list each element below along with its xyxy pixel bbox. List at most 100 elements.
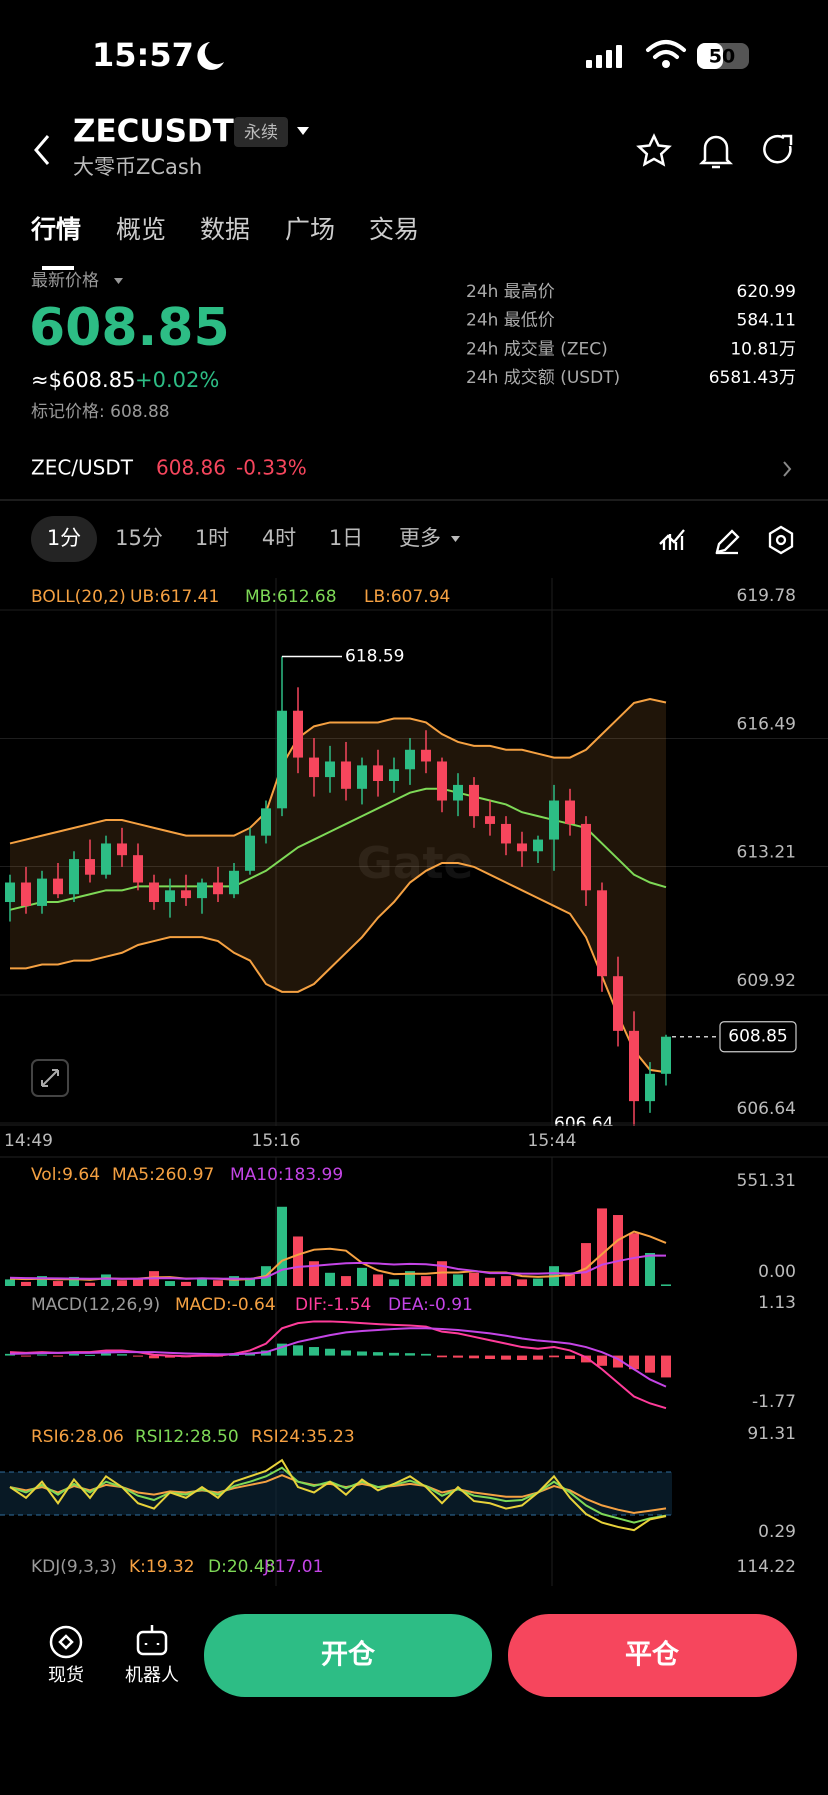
settings-button[interactable] — [768, 525, 794, 555]
candle-body — [245, 835, 255, 871]
boll-lower — [10, 861, 667, 1074]
symbol-dropdown[interactable] — [297, 127, 309, 135]
volume-bar — [325, 1272, 335, 1286]
candle-body — [133, 855, 143, 883]
signal-icon — [586, 45, 622, 68]
stat-value: 584.11 — [737, 311, 796, 331]
tab-underline — [42, 266, 74, 270]
macd-bar — [501, 1355, 511, 1360]
candle-body — [21, 882, 31, 906]
y-tick-label: 609.92 — [737, 971, 796, 991]
spot-pair[interactable]: ZEC/USDT — [31, 456, 134, 480]
tab[interactable]: 广场 — [285, 215, 335, 244]
y-tick-label: 1.13 — [758, 1293, 796, 1313]
spot-link[interactable]: 现货 — [48, 1665, 84, 1686]
indicator-button[interactable] — [659, 529, 685, 550]
favorite-button[interactable] — [636, 133, 672, 167]
macd-bar — [341, 1350, 351, 1356]
volume-bar — [293, 1236, 303, 1286]
volume-bar — [165, 1281, 175, 1286]
y-tick-label: 551.31 — [737, 1171, 796, 1191]
candle-body — [661, 1036, 671, 1074]
spot-change: -0.33% — [236, 456, 307, 480]
volume-bar — [181, 1281, 191, 1286]
candle-body — [197, 882, 207, 899]
legend-item: MA5:260.97 — [112, 1165, 214, 1185]
close-button[interactable] — [508, 1614, 797, 1697]
legend-item: MACD(12,26,9) — [31, 1295, 160, 1315]
draw-button[interactable] — [715, 529, 740, 555]
y-tick-label: 619.78 — [737, 586, 796, 606]
volume-bar — [101, 1274, 111, 1286]
bot-link[interactable]: 机器人 — [125, 1665, 179, 1686]
volume-bar — [485, 1277, 495, 1286]
volume-bar — [37, 1276, 47, 1286]
macd-bar — [309, 1347, 319, 1356]
macd-bar — [453, 1355, 463, 1358]
macd-bar — [437, 1355, 447, 1358]
volume-bar — [213, 1280, 223, 1286]
macd-bar — [613, 1355, 623, 1368]
bot-icon[interactable] — [136, 1625, 168, 1656]
timeframe[interactable]: 4时 — [262, 526, 296, 550]
macd-bar — [581, 1355, 591, 1363]
legend-item: UB:617.41 — [130, 587, 219, 607]
macd-bar — [357, 1351, 367, 1356]
symbol[interactable]: ZECUSDT — [73, 114, 234, 150]
timeframe[interactable]: 更多 — [399, 526, 441, 550]
timeframe[interactable]: 15分 — [115, 526, 163, 550]
price-change: +0.02% — [135, 368, 219, 392]
candle-body — [597, 890, 607, 977]
alert-button[interactable] — [698, 135, 734, 169]
y-tick-label: 0.00 — [758, 1262, 796, 1282]
macd-bar — [549, 1355, 559, 1358]
stat-label: 24h 成交量 (ZEC) — [466, 339, 608, 359]
volume-bar — [389, 1279, 399, 1286]
tab[interactable]: 数据 — [200, 215, 250, 244]
candle-body — [69, 859, 79, 895]
spot-chevron[interactable] — [783, 461, 792, 477]
candle-body — [565, 800, 575, 824]
y-tick-label: 616.49 — [737, 714, 796, 734]
candle-body — [437, 761, 447, 801]
tab[interactable]: 概览 — [116, 215, 166, 244]
spot-price: 608.86 — [156, 456, 226, 480]
timeframe[interactable]: 1分 — [47, 526, 81, 550]
macd-bar — [469, 1355, 479, 1359]
macd-dea — [9, 1327, 667, 1388]
price-label-dropdown[interactable] — [114, 278, 123, 284]
more-dropdown[interactable] — [451, 536, 460, 542]
timeframe[interactable]: 1日 — [329, 526, 363, 550]
close-button-label[interactable]: 平仓 — [625, 1640, 680, 1671]
macd-bar — [405, 1353, 415, 1356]
back-button[interactable] — [34, 135, 50, 165]
volume-bar — [629, 1233, 639, 1286]
settings-dot — [775, 534, 787, 546]
legend-item: D:20.48 — [208, 1557, 276, 1577]
macd-bar — [229, 1354, 239, 1356]
price-label: 最新价格 — [31, 271, 99, 291]
status-time: 15:57 — [92, 36, 194, 74]
candle-body — [149, 882, 159, 903]
macd-bar — [85, 1354, 95, 1356]
y-tick-label: 613.21 — [737, 843, 796, 863]
max-label: 618.59 — [345, 646, 404, 666]
candle-body — [101, 843, 111, 875]
tab[interactable]: 行情 — [30, 215, 81, 244]
candle-body — [613, 976, 623, 1031]
legend-item: DIF:-1.54 — [295, 1295, 371, 1315]
candle-body — [53, 878, 63, 895]
tab[interactable]: 交易 — [369, 215, 419, 244]
open-button-label[interactable]: 开仓 — [321, 1640, 376, 1671]
y-tick-label: 91.31 — [747, 1424, 796, 1444]
share-button[interactable] — [763, 134, 793, 164]
expand-button[interactable] — [31, 1059, 69, 1097]
candle-body — [453, 784, 463, 801]
candle-body — [85, 859, 95, 875]
volume-bar — [357, 1267, 367, 1286]
timeframe[interactable]: 1时 — [195, 526, 229, 550]
spot-icon[interactable] — [49, 1625, 83, 1659]
open-button[interactable] — [204, 1614, 492, 1697]
volume-bar — [277, 1206, 287, 1286]
volume-bar — [69, 1276, 79, 1286]
